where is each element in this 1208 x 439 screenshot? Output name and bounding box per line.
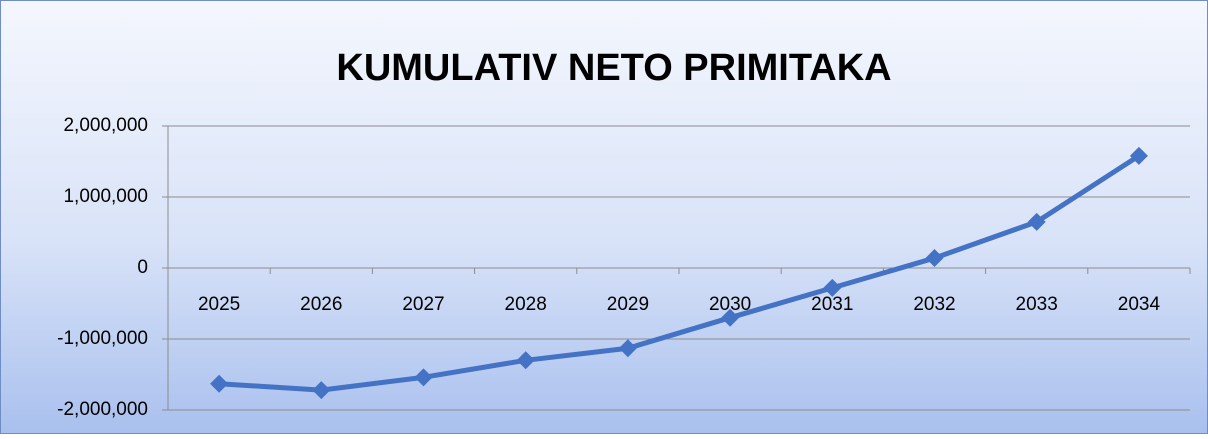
x-tick-label: 2032	[913, 294, 955, 315]
data-point	[414, 368, 433, 387]
x-tick-label: 2033	[1016, 294, 1058, 315]
data-point	[925, 249, 944, 268]
x-tick-label: 2026	[300, 294, 342, 315]
chart-title: KUMULATIV NETO PRIMITAKA	[336, 47, 891, 89]
x-tick-label: 2029	[607, 294, 649, 315]
x-tick-label: 2025	[198, 294, 240, 315]
x-tick-label: 2028	[505, 294, 547, 315]
y-tick-label: 1,000,000	[63, 186, 148, 207]
x-tick-label: 2034	[1118, 294, 1161, 315]
y-tick-label: 0	[137, 257, 148, 278]
data-point	[312, 381, 331, 400]
y-tick-label: -2,000,000	[57, 399, 148, 420]
data-point	[210, 374, 229, 393]
data-point	[618, 339, 637, 358]
x-tick-label: 2027	[402, 294, 444, 315]
x-tick-label: 2030	[709, 294, 751, 315]
x-tick-label: 2031	[811, 294, 853, 315]
y-tick-label: 2,000,000	[63, 115, 148, 136]
data-point	[823, 278, 842, 297]
data-point	[721, 308, 740, 327]
data-point	[1027, 212, 1046, 231]
y-tick-label: -1,000,000	[57, 328, 148, 349]
line-series	[218, 153, 1141, 393]
data-point	[516, 351, 535, 370]
data-point	[1129, 146, 1148, 165]
